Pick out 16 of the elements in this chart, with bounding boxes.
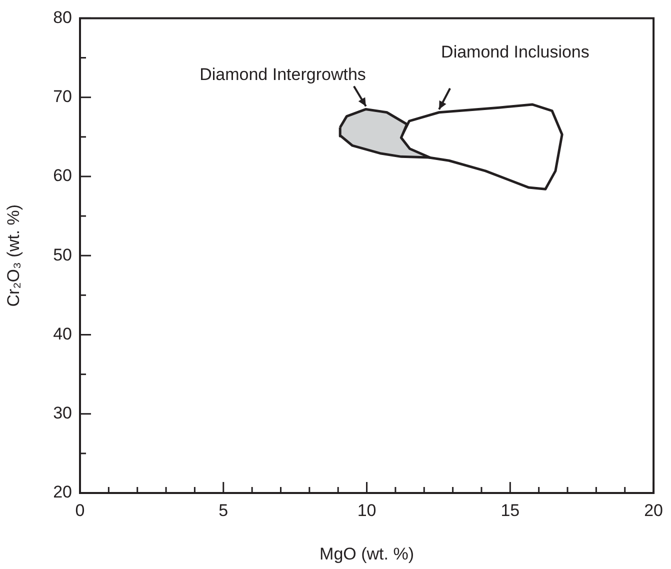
y-tick-label: 20 [53,482,72,502]
y-tick-label: 80 [53,8,72,27]
series-label: Diamond Intergrowths [200,65,366,84]
x-tick-label: 20 [644,500,664,520]
x-tick-label: 5 [218,500,228,520]
y-tick-label: 30 [53,404,72,423]
y-tick-label: 40 [53,324,72,344]
x-tick-label: 10 [357,500,376,520]
x-tick-label: 0 [75,500,85,520]
y-axis-title: Cr₂O₃ (wt. %) [4,204,23,307]
x-axis-title: MgO (wt. %) [320,544,414,564]
text: Diamond Inclusions [441,42,590,62]
y-tick-label: 60 [53,166,72,186]
y-tick-label: 50 [53,245,72,264]
x-tick-label: 15 [500,500,520,520]
y-tick-label: 70 [53,87,72,106]
